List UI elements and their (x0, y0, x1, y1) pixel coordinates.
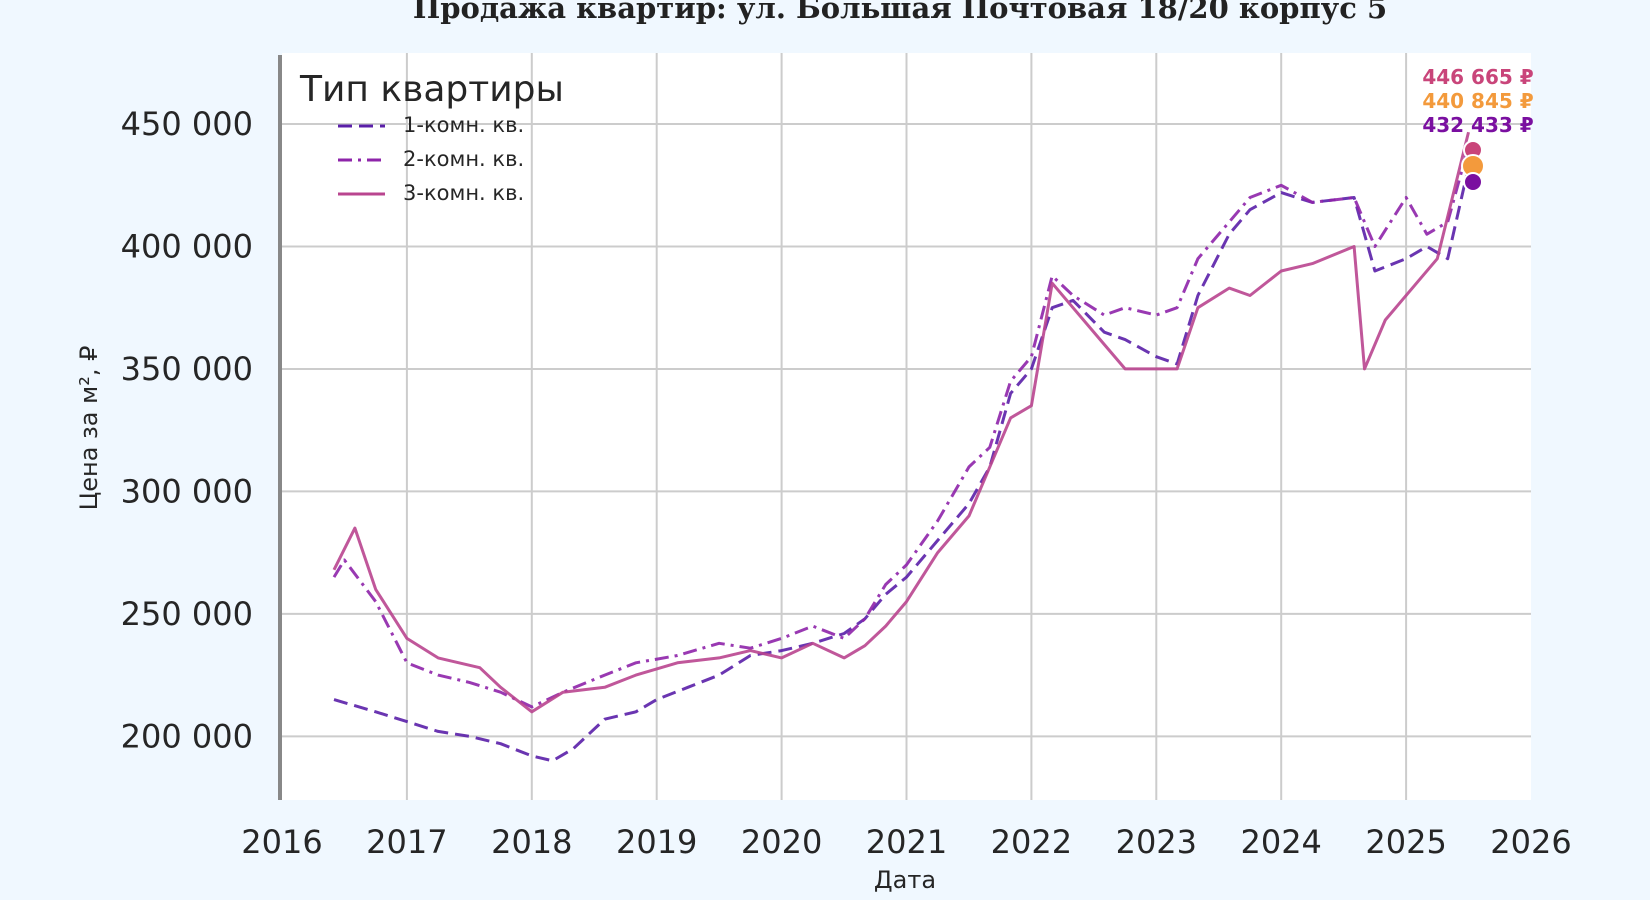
y-tick-label: 200 000 (121, 717, 253, 755)
x-tick-label: 2025 (1365, 823, 1446, 861)
x-tick-label: 2020 (741, 823, 822, 861)
x-tick-label: 2023 (1116, 823, 1197, 861)
legend-label: 1-комн. кв. (403, 113, 524, 137)
series-line-3 (332, 131, 1470, 714)
x-axis-label: Дата (874, 866, 936, 894)
end-point-marker (1463, 172, 1483, 192)
x-tick-label: 2019 (616, 823, 697, 861)
y-axis-label: Цена за м², ₽ (75, 346, 103, 511)
chart-title: Продажа квартир: ул. Большая Почтовая 18… (413, 0, 1387, 25)
legend-title: Тип квартиры (299, 69, 564, 110)
grid (282, 53, 1531, 800)
legend: Тип квартиры 1-комн. кв. 2-комн. кв. 3-ком… (299, 69, 564, 205)
y-tick-label: 250 000 (121, 595, 253, 633)
legend-label: 2-комн. кв. (403, 147, 524, 171)
y-tick-label: 400 000 (121, 227, 253, 265)
end-value-label: 432 433 ₽ (1422, 113, 1533, 137)
y-tick-label: 350 000 (121, 350, 253, 388)
tick-labels: 2016 2017 2018 2019 2020 2021 2022 2023 2024 2025… (121, 105, 1572, 861)
series-line-2 (332, 146, 1470, 709)
x-tick-label: 2016 (241, 823, 322, 861)
legend-label: 3-комн. кв. (403, 181, 524, 205)
x-tick-label: 2022 (991, 823, 1072, 861)
end-annotations: 446 665 ₽440 845 ₽432 433 ₽ (1422, 65, 1534, 192)
x-tick-label: 2017 (366, 823, 447, 861)
x-tick-label: 2018 (491, 823, 572, 861)
end-value-label: 440 845 ₽ (1422, 89, 1533, 113)
y-tick-label: 450 000 (121, 105, 253, 143)
x-tick-label: 2021 (866, 823, 947, 861)
x-tick-label: 2026 (1490, 823, 1571, 861)
series-line-1 (333, 166, 1470, 763)
end-value-label: 446 665 ₽ (1422, 65, 1533, 89)
y-tick-label: 300 000 (121, 472, 253, 510)
series-lines (332, 131, 1470, 763)
x-tick-label: 2024 (1240, 823, 1321, 861)
